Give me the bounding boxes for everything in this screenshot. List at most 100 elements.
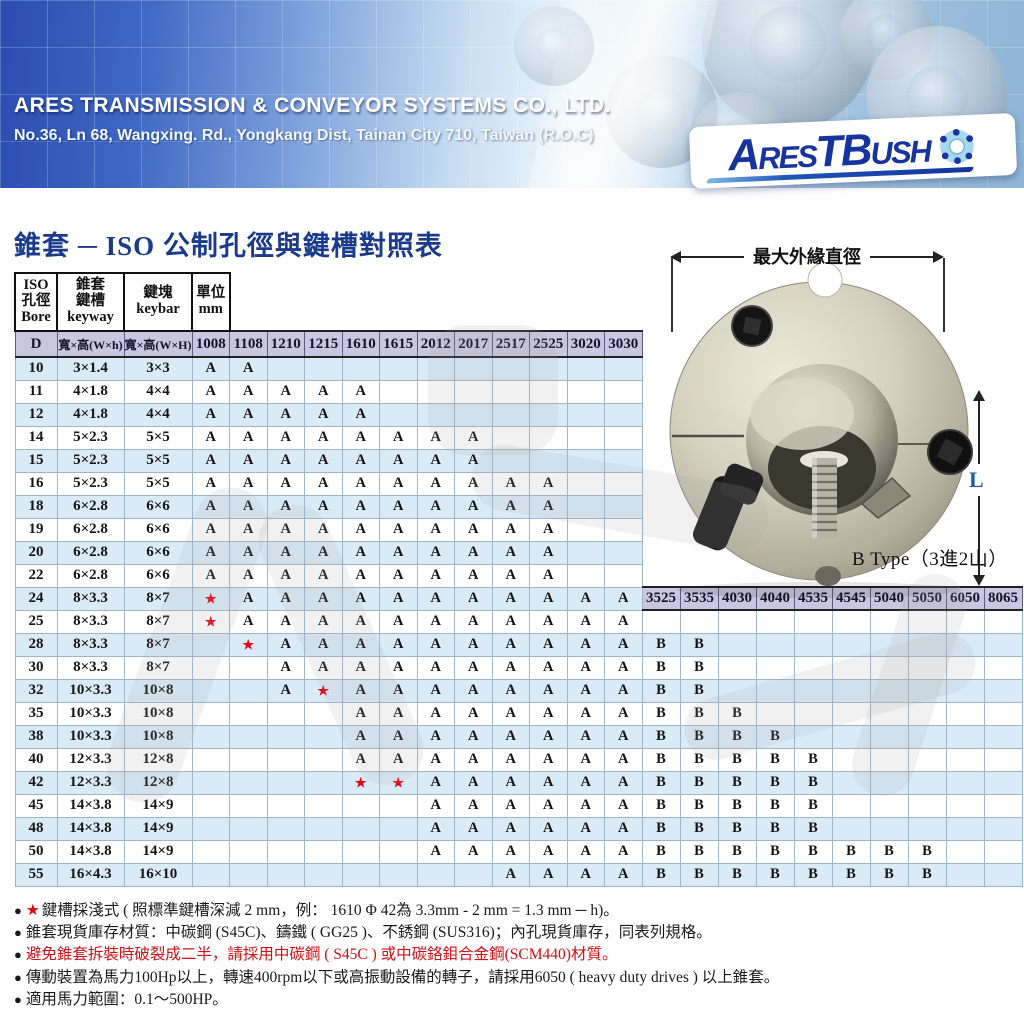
avail-cell: A (454, 609, 493, 634)
avail-cell (304, 356, 343, 381)
keybar-cell: 14×9 (123, 816, 193, 841)
size-col-1108: 1108 (229, 330, 268, 358)
avail-cell (831, 724, 871, 749)
avail-cell: B (717, 701, 757, 726)
avail-cell (379, 862, 418, 887)
avail-cell (679, 609, 719, 634)
avail-cell (869, 724, 909, 749)
avail-cell: B (793, 747, 833, 772)
avail-cell (604, 494, 643, 519)
avail-cell: A (304, 379, 343, 404)
size-col-5040: 5040 (869, 586, 909, 611)
keyway-cell: 6×2.8 (56, 563, 125, 588)
avail-cell: A (341, 655, 380, 680)
avail-cell (907, 747, 947, 772)
bore-cell: 24 (14, 586, 58, 611)
avail-cell (755, 678, 795, 703)
table-row-bore-32: 32 10×3.3 10×8 A ★ A A A A A A A A B B (14, 678, 1023, 703)
avail-cell: A (416, 494, 455, 519)
keyway-cell: 8×3.3 (56, 632, 125, 657)
avail-cell (341, 793, 380, 818)
size-col-6050: 6050 (945, 586, 985, 611)
gear-icon (939, 128, 974, 164)
note-text: 錐套現貨庫存材質：中碳鋼 (S45C)、鑄鐵 ( GG25 )、不銹鋼 (SUS… (25, 924, 712, 942)
avail-cell: B (755, 816, 795, 841)
avail-cell (907, 655, 947, 680)
avail-cell: B (641, 839, 681, 864)
keybar-cell: 6×6 (123, 540, 193, 565)
avail-cell (266, 793, 305, 818)
avail-cell: A (454, 678, 493, 703)
avail-cell (983, 678, 1023, 703)
avail-cell: A (304, 494, 343, 519)
table-size-header-row: D 寬×高(W×h) 寬×高(W×H) 1008 1108 1210 1215 1610 161… (14, 330, 1022, 358)
table-row-bore-18: 18 6×2.8 6×6 A A A A A A A A A A (14, 494, 1022, 519)
avail-cell (907, 609, 947, 634)
avail-cell: A (304, 448, 343, 473)
keyway-cell: 10×3.3 (56, 701, 125, 726)
avail-cell (907, 678, 947, 703)
avail-cell: A (379, 678, 418, 703)
avail-cell: A (491, 701, 530, 726)
avail-cell: B (679, 793, 719, 818)
avail-cell (983, 724, 1023, 749)
avail-cell (945, 839, 985, 864)
avail-cell (907, 770, 947, 795)
avail-cell (529, 379, 568, 404)
avail-cell (304, 816, 343, 841)
bore-cell: 16 (14, 471, 58, 496)
avail-cell (341, 862, 380, 887)
keyway-cell: 4×1.8 (56, 379, 125, 404)
avail-cell: A (454, 586, 493, 611)
avail-cell (604, 517, 643, 542)
avail-cell (191, 839, 230, 864)
avail-cell: B (679, 862, 719, 887)
avail-cell: A (566, 701, 605, 726)
avail-cell: A (229, 540, 268, 565)
avail-cell (229, 678, 268, 703)
avail-cell: A (604, 770, 643, 795)
keyway-cell: 14×3.8 (56, 816, 125, 841)
avail-cell: A (304, 586, 343, 611)
keybar-cell: 10×8 (123, 678, 193, 703)
avail-cell: A (266, 425, 305, 450)
avail-cell: B (679, 747, 719, 772)
avail-cell (831, 701, 871, 726)
avail-cell (266, 770, 305, 795)
header-keyway: 錐套 鍵槽 keyway (56, 272, 125, 332)
avail-cell: A (566, 678, 605, 703)
avail-cell (566, 494, 605, 519)
avail-cell (604, 425, 643, 450)
avail-cell (717, 655, 757, 680)
avail-cell (566, 471, 605, 496)
avail-cell (869, 747, 909, 772)
avail-cell (907, 724, 947, 749)
size-col-3020: 3020 (566, 330, 605, 358)
keyway-cell: 14×3.8 (56, 839, 125, 864)
avail-cell: A (491, 862, 530, 887)
avail-cell: A (454, 747, 493, 772)
avail-cell: A (266, 563, 305, 588)
avail-cell: A (491, 724, 530, 749)
avail-cell (604, 448, 643, 473)
avail-cell (379, 816, 418, 841)
avail-cell: A (379, 494, 418, 519)
keybar-cell: 5×5 (123, 471, 193, 496)
keybar-cell: 6×6 (123, 494, 193, 519)
avail-cell: A (566, 793, 605, 818)
avail-cell: A (341, 379, 380, 404)
max-outer-diameter-label: 最大外緣直徑 (744, 246, 870, 268)
arrow-right-icon (933, 251, 944, 263)
avail-cell: A (416, 839, 455, 864)
avail-cell: B (869, 862, 909, 887)
bore-cell: 15 (14, 448, 58, 473)
avail-cell: A (229, 494, 268, 519)
avail-cell: A (266, 655, 305, 680)
table-row-bore-38: 38 10×3.3 10×8 A A A A A A A A B B B B (14, 724, 1023, 749)
avail-cell: A (529, 862, 568, 887)
bore-cell: 30 (14, 655, 58, 680)
bore-cell: 48 (14, 816, 58, 841)
avail-cell: A (566, 609, 605, 634)
avail-cell: B (679, 655, 719, 680)
bore-cell: 12 (14, 402, 58, 427)
